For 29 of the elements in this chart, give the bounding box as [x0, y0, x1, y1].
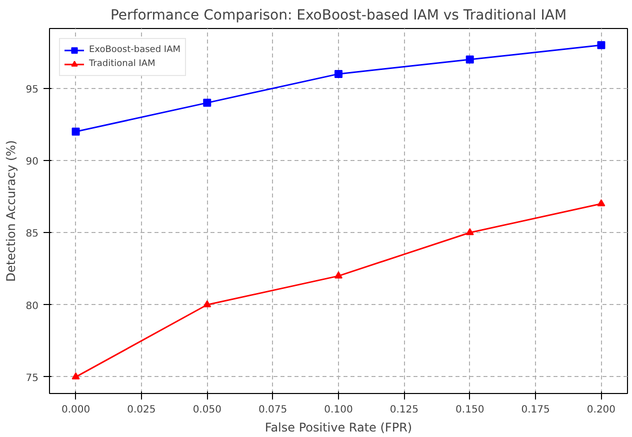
x-tick-label: 0.150 — [456, 404, 484, 416]
y-axis-title: Detection Accuracy (%) — [4, 140, 18, 282]
x-tick-label: 0.050 — [192, 404, 222, 416]
y-tick-label: 80 — [26, 300, 39, 312]
point — [203, 300, 212, 308]
point — [72, 128, 80, 136]
x-tick-label: 0.000 — [61, 404, 90, 416]
x-tick-label: 0.125 — [390, 404, 419, 416]
point — [334, 271, 342, 278]
y-tick-label: 90 — [26, 156, 39, 168]
x-tick-label: 0.200 — [586, 404, 616, 416]
legend-label: ExoBoost-based IAM — [89, 44, 180, 57]
chart-title: Performance Comparison: ExoBoost-based IAM vs Traditional IAM — [110, 8, 567, 24]
point — [72, 372, 80, 380]
x-tick-label: 0.025 — [127, 404, 156, 416]
x-axis-title: False Positive Rate (FPR) — [264, 420, 412, 434]
point — [466, 56, 474, 64]
y-tick-label: 95 — [26, 84, 39, 96]
point — [597, 199, 606, 206]
legend-label: Traditional IAM — [89, 58, 156, 71]
y-tick-label: 75 — [26, 372, 39, 384]
point — [597, 41, 606, 50]
x-tick-label: 0.075 — [258, 404, 288, 416]
point — [334, 70, 342, 78]
x-tick-label: 0.175 — [521, 404, 550, 416]
point — [203, 98, 212, 107]
point — [466, 228, 474, 236]
x-tick-label: 0.100 — [324, 404, 353, 416]
y-tick-label: 85 — [26, 228, 39, 240]
